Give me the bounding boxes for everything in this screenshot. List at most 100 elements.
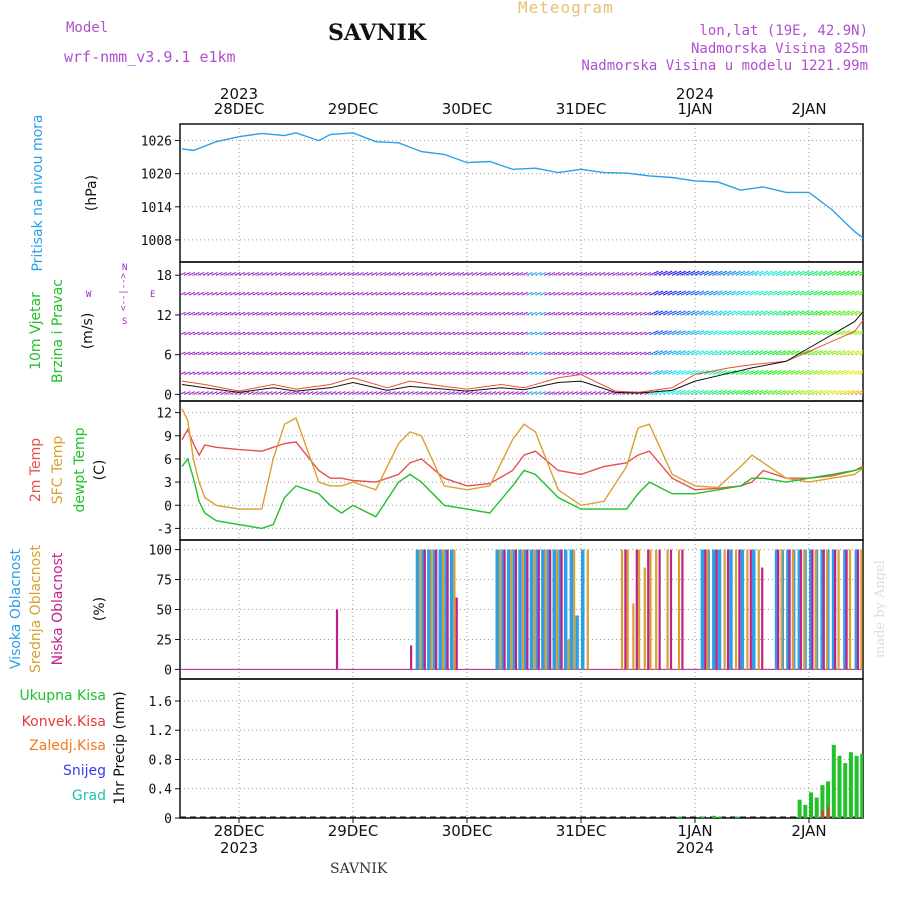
wind-barb <box>726 350 737 356</box>
cloud-bar <box>797 549 802 670</box>
wind-barb <box>243 351 250 356</box>
wind-barb <box>585 311 592 316</box>
wind-barb <box>722 310 732 316</box>
wind-barb <box>457 391 465 395</box>
wind-barb <box>662 270 673 276</box>
wind-barb <box>311 291 319 296</box>
wind-barb <box>562 391 569 395</box>
wind-barb <box>785 389 796 395</box>
wind-barb <box>516 291 524 296</box>
wind-barb <box>307 351 314 356</box>
wind-barb <box>402 371 410 376</box>
wind-barb <box>539 311 547 316</box>
wind-barb <box>475 351 483 356</box>
wind-barb <box>516 351 524 356</box>
cloud-bar <box>495 549 499 670</box>
wind-barb <box>302 331 310 336</box>
wind-barb <box>252 311 259 316</box>
wind-barb <box>571 391 579 395</box>
panel-precip: 0 0.4 0.8 1.2 1.6 <box>149 678 864 827</box>
wind-barb <box>617 351 624 356</box>
wind-barb <box>257 291 264 296</box>
wind-barb <box>407 311 414 316</box>
model-name: wrf-nmm_v3.9.1 e1km <box>64 48 236 66</box>
temp-dewpt-axis-label: dewpt Temp <box>72 427 88 512</box>
wind-barb <box>206 331 214 336</box>
wind-barb <box>480 391 487 395</box>
wind-barb <box>443 331 451 336</box>
wind-barb <box>626 272 633 276</box>
wind-barb <box>266 351 273 356</box>
wind-barb <box>635 291 642 296</box>
wind-barb <box>740 290 750 296</box>
wind-barb <box>421 371 428 376</box>
wind-barb <box>284 291 291 296</box>
wind-barb <box>840 310 851 316</box>
day-label-bottom: 29DEC <box>328 822 379 840</box>
wind-barb <box>671 369 682 376</box>
wind-barb <box>247 311 255 316</box>
precip-bar-total <box>877 745 881 818</box>
wind-barb <box>498 272 506 276</box>
wind-barb <box>512 272 519 276</box>
wind-barb <box>681 310 691 316</box>
cloud-bar <box>444 549 448 670</box>
wind-barb <box>630 291 638 296</box>
wind-barb <box>407 331 414 336</box>
wind-barb <box>530 391 538 395</box>
wind-barb <box>466 391 474 395</box>
wind-barb <box>261 311 269 316</box>
wind-barb <box>553 391 560 395</box>
wind-barb <box>571 351 579 356</box>
y-tick-label: 50 <box>156 604 172 619</box>
day-label-top: 30DEC <box>442 100 493 118</box>
wind-barb <box>722 290 732 296</box>
wind-barb <box>375 291 383 296</box>
year-label-bottom: 2023 <box>220 839 258 857</box>
wind-barb <box>685 350 696 356</box>
wind-barb <box>864 291 873 295</box>
wind-barb <box>371 391 378 395</box>
wind-barb <box>252 371 259 376</box>
wind-barb <box>380 351 387 356</box>
wind-barb <box>526 391 533 395</box>
wind-barb <box>827 389 837 395</box>
wind-barb <box>594 291 601 296</box>
wind-barb <box>421 351 428 356</box>
wind-barb <box>567 391 574 395</box>
wind-barb <box>585 351 592 356</box>
wind-barb <box>854 389 863 395</box>
wind-barb <box>215 311 223 316</box>
wind-barb <box>220 371 227 376</box>
wind-barb <box>430 371 437 376</box>
wind-barb <box>389 371 396 376</box>
wind-barb <box>822 270 832 276</box>
wind-barb <box>361 272 369 276</box>
wind-barb <box>676 330 686 336</box>
cloud-bar <box>677 549 681 670</box>
panel-cloud: 0 25 50 75 100 <box>149 539 864 680</box>
cloud-bar <box>546 549 551 670</box>
temp-line-2 <box>181 457 863 530</box>
wind-barb <box>864 351 873 355</box>
wind-barb <box>548 272 556 276</box>
wind-barb <box>466 371 474 376</box>
wind-barb <box>402 331 410 336</box>
y-tick-label: 12 <box>156 407 172 422</box>
wind-barb <box>311 331 319 336</box>
wind-barb <box>599 272 606 276</box>
wind-barb <box>384 331 392 336</box>
wind-barb <box>485 371 492 376</box>
wind-barb <box>284 351 291 356</box>
wind-barb <box>421 291 428 296</box>
wind-barb <box>471 311 478 316</box>
wind-barb <box>621 272 629 276</box>
temp-sfc-axis-label: SFC Temp <box>50 436 66 505</box>
precip-bar-conv <box>867 785 870 818</box>
wind-barb <box>252 331 259 336</box>
wind-barb <box>868 331 877 335</box>
wind-barb <box>873 390 882 394</box>
wind-barb <box>731 330 741 336</box>
wind-barb <box>197 311 205 316</box>
year-label-bottom: 2024 <box>676 839 714 857</box>
